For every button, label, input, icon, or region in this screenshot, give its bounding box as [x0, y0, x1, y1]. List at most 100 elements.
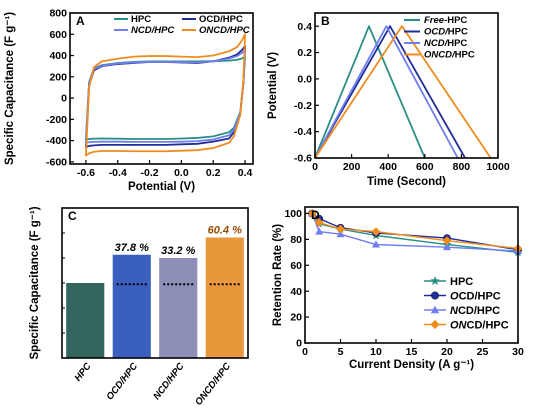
panel-d-legend-label-2: NCD/HPC	[450, 305, 500, 317]
panel-d-point-3-2	[336, 224, 345, 234]
panel-a-ytick-label: -400	[46, 135, 67, 147]
panel-b-xtick-label: 600	[416, 161, 434, 173]
panel-b-series-0	[314, 25, 426, 159]
panel-d-ytick-label: 40	[290, 286, 302, 298]
panel-c-category-label-2: NCD/HPC	[151, 361, 186, 402]
panel-d-point-3-0	[307, 209, 317, 218]
panel-a-ytick-label: 400	[49, 50, 67, 62]
panel-b-ytick-label: 0.2	[297, 47, 312, 59]
panel-d-legend-marker-1	[431, 291, 440, 300]
panel-a-xtick-label: 0.4	[238, 167, 253, 179]
panel-a-ytick-label: 600	[49, 29, 67, 41]
panel-a-legend-label-2: NCD/HPC	[131, 25, 174, 36]
panel-d-xtick-label: 25	[477, 346, 489, 358]
panel-c-bar-0	[66, 283, 105, 358]
panel-a-legend-label-0: HPC	[131, 14, 151, 25]
panel-a-ytick-label: 200	[49, 71, 67, 83]
panel-a-xtick-label: 0.2	[206, 167, 221, 179]
panel-b-ytick-label: -0.2	[294, 100, 312, 112]
panel-b-xtick-label: 200	[343, 161, 361, 173]
panel-a-series-3	[85, 33, 246, 157]
panel-a-xtick-label: -0.6	[77, 167, 95, 179]
panel-d-xtick-label: 30	[512, 346, 524, 358]
panel-a: -600 -400 -200 0 200 400 600 800 Specific Capaci…	[4, 8, 254, 193]
panel-b: -0.6 -0.4 -0.2 0.0 0.2 0.4 Potential (V) 0 200 40…	[267, 12, 510, 188]
panel-c-data-label-1: 37.8 %	[115, 242, 149, 254]
panel-c-category-label-1: OCD/HPC	[104, 361, 140, 402]
panel-d-ytick-label: 0	[296, 338, 302, 350]
panel-b-xlabel: Time (Second)	[367, 176, 446, 188]
panel-d-point-2-1	[315, 227, 324, 235]
panel-b-legend-label-0-prefix: Free-	[424, 15, 447, 26]
panel-d-xtick-label: 20	[441, 346, 453, 358]
panel-b-legend-label-0: Free-HPC	[424, 15, 467, 26]
panel-a-panel-label: A	[76, 14, 85, 28]
panel-a-ytick-label: -200	[46, 114, 67, 126]
panel-a-legend-label-3: ONCD/HPC	[199, 25, 250, 36]
panel-c-bar-3	[205, 237, 244, 358]
panel-d-point-2-3	[372, 240, 380, 248]
panel-d-legend-marker-3	[430, 319, 440, 330]
panel-c-ylabel: Specific Capacitance (F g⁻¹)	[29, 206, 41, 359]
panel-d-legend-label-3: ONCD/HPC	[450, 320, 509, 332]
panel-d-point-3-4	[442, 236, 452, 246]
panel-d-series-3	[311, 213, 519, 250]
panel-d-legend-marker-2	[430, 305, 440, 314]
panel-a-ylabel: Specific Capacitance (F g⁻¹)	[4, 12, 16, 165]
panel-b-legend-label-1-rest: HPC	[448, 27, 468, 38]
panel-b-panel-label: B	[321, 14, 330, 28]
panel-d-ytick-label: 20	[290, 312, 302, 324]
panel-c-data-label-3: 60.4 %	[208, 225, 242, 237]
panel-d-legend-label-2-prefix: N	[450, 305, 459, 317]
panel-c-bar-2	[159, 258, 198, 358]
panel-d-legend-label-3-prefix: ON	[450, 320, 468, 332]
panel-b-xtick-label: 800	[453, 161, 471, 173]
panel-a-legend-label-1: OCD/HPC	[199, 14, 243, 25]
panel-d-xtick-label: 10	[370, 346, 382, 358]
panel-c: HPC 37.8 % OCD/HPC 33.2 % NCD/HPC 60.4 % ONCD/…	[29, 206, 249, 408]
panel-d-ytick-label: 60	[290, 260, 302, 272]
panel-a-xtick-label: -0.2	[141, 167, 159, 179]
panel-b-legend-label-2-prefix: NCD/	[424, 38, 449, 49]
panel-b-ytick-label: 0.0	[297, 74, 312, 86]
panel-d-legend-label-3-rest: CD/HPC	[467, 320, 509, 332]
panel-d-ytick-label: 80	[290, 234, 302, 246]
panel-c-bar-1	[112, 254, 151, 358]
panel-a-series-0	[85, 56, 246, 141]
panel-b-legend-label-0-rest: HPC	[447, 15, 467, 26]
panel-b-series-2	[314, 25, 459, 159]
panel-c-data-label-2: 33.2 %	[161, 245, 195, 257]
panel-b-legend-label-3-prefix: ONCD/	[424, 50, 456, 61]
panel-b-legend-label-3: ONCD/HPC	[424, 50, 475, 61]
panel-c-panel-label: C	[68, 209, 77, 223]
panel-b-xtick-label: 1000	[486, 161, 510, 173]
panel-d-ylabel: Retention Rate (%)	[272, 224, 284, 326]
panel-a-ytick-label: 800	[49, 8, 67, 20]
panel-d-legend-label-1-rest: CD/HPC	[459, 291, 501, 303]
panel-d-point-3-1	[314, 218, 324, 227]
panel-a-xtick-label: -0.4	[109, 167, 127, 179]
panel-d-legend-label-0-rest: HPC	[450, 276, 473, 288]
panel-a-ytick-label: -600	[46, 156, 67, 168]
panel-b-legend-label-1-prefix: OCD/	[424, 27, 449, 38]
panel-c-category-label-3: ONCD/HPC	[193, 361, 233, 408]
panel-d-series-2	[311, 213, 519, 252]
panel-b-legend-label-2-rest: HPC	[447, 38, 467, 49]
panel-d-series-1	[311, 212, 519, 251]
panel-d-legend-label-0: HPC	[450, 276, 473, 288]
panel-d-xlabel: Current Density (A g⁻¹)	[349, 359, 474, 371]
panel-b-legend-label-3-rest: HPC	[455, 50, 475, 61]
panel-b-frame	[314, 12, 499, 159]
panel-d-point-3-3	[371, 227, 381, 237]
panel-b-xtick-label: 400	[379, 161, 397, 173]
panel-b-ytick-label: -0.4	[294, 126, 312, 138]
panel-d-xtick-label: 5	[338, 346, 344, 358]
panel-d-legend-label-2-rest: CD/HPC	[458, 305, 500, 317]
panel-b-legend-label-1: OCD/HPC	[424, 27, 468, 38]
panel-b-series-3	[314, 25, 492, 159]
panel-b-ytick-label: 0.4	[297, 21, 312, 33]
panel-d-legend-label-1-prefix: O	[450, 291, 459, 303]
panel-d-legend-label-1: OCD/HPC	[450, 291, 501, 303]
